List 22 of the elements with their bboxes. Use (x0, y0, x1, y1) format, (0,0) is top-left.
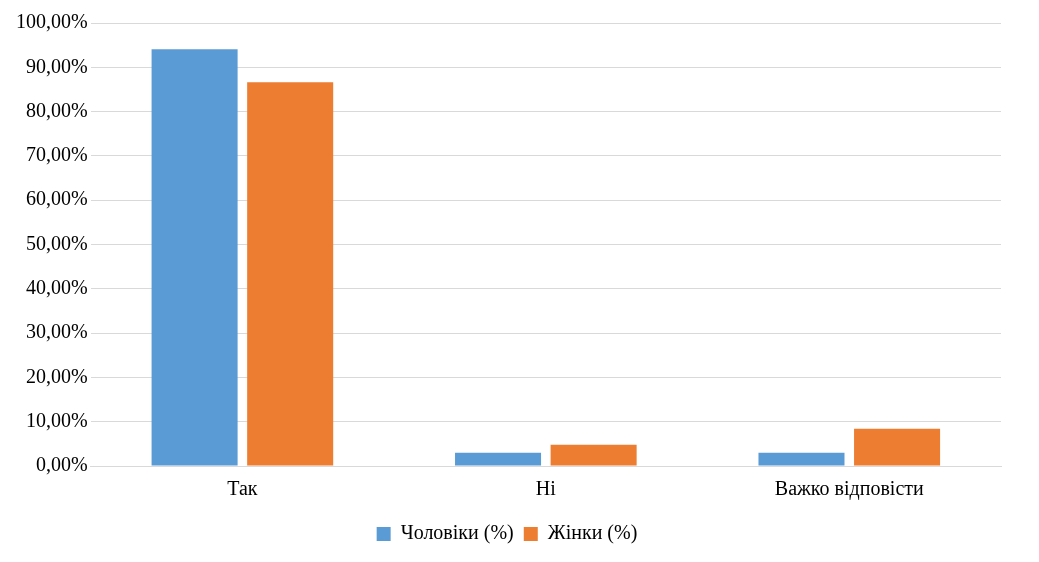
y-tick-label: 20,00% (25, 364, 88, 387)
y-tick-label: 100,00% (15, 10, 88, 33)
y-tick-label: 40,00% (25, 276, 88, 299)
y-tick-label: 50,00% (25, 231, 88, 254)
x-tick-label: Ні (535, 477, 557, 500)
bar (854, 428, 941, 466)
bar (758, 452, 845, 466)
legend-label: Жінки (%) (547, 521, 638, 545)
bar (550, 444, 637, 466)
bar (151, 49, 238, 466)
bar (455, 452, 542, 466)
y-tick-label: 70,00% (25, 143, 88, 166)
y-tick-label: 60,00% (25, 187, 88, 210)
y-tick-label: 80,00% (25, 98, 88, 121)
y-tick-label: 10,00% (25, 408, 88, 431)
y-tick-label: 30,00% (25, 320, 88, 343)
y-tick-label: 0,00% (35, 453, 88, 476)
y-tick-label: 90,00% (25, 54, 88, 77)
bar (247, 82, 334, 466)
x-tick-label: Важко відповісти (774, 477, 925, 501)
legend-label: Чоловіки (%) (400, 521, 514, 545)
x-tick-label: Так (227, 477, 258, 500)
